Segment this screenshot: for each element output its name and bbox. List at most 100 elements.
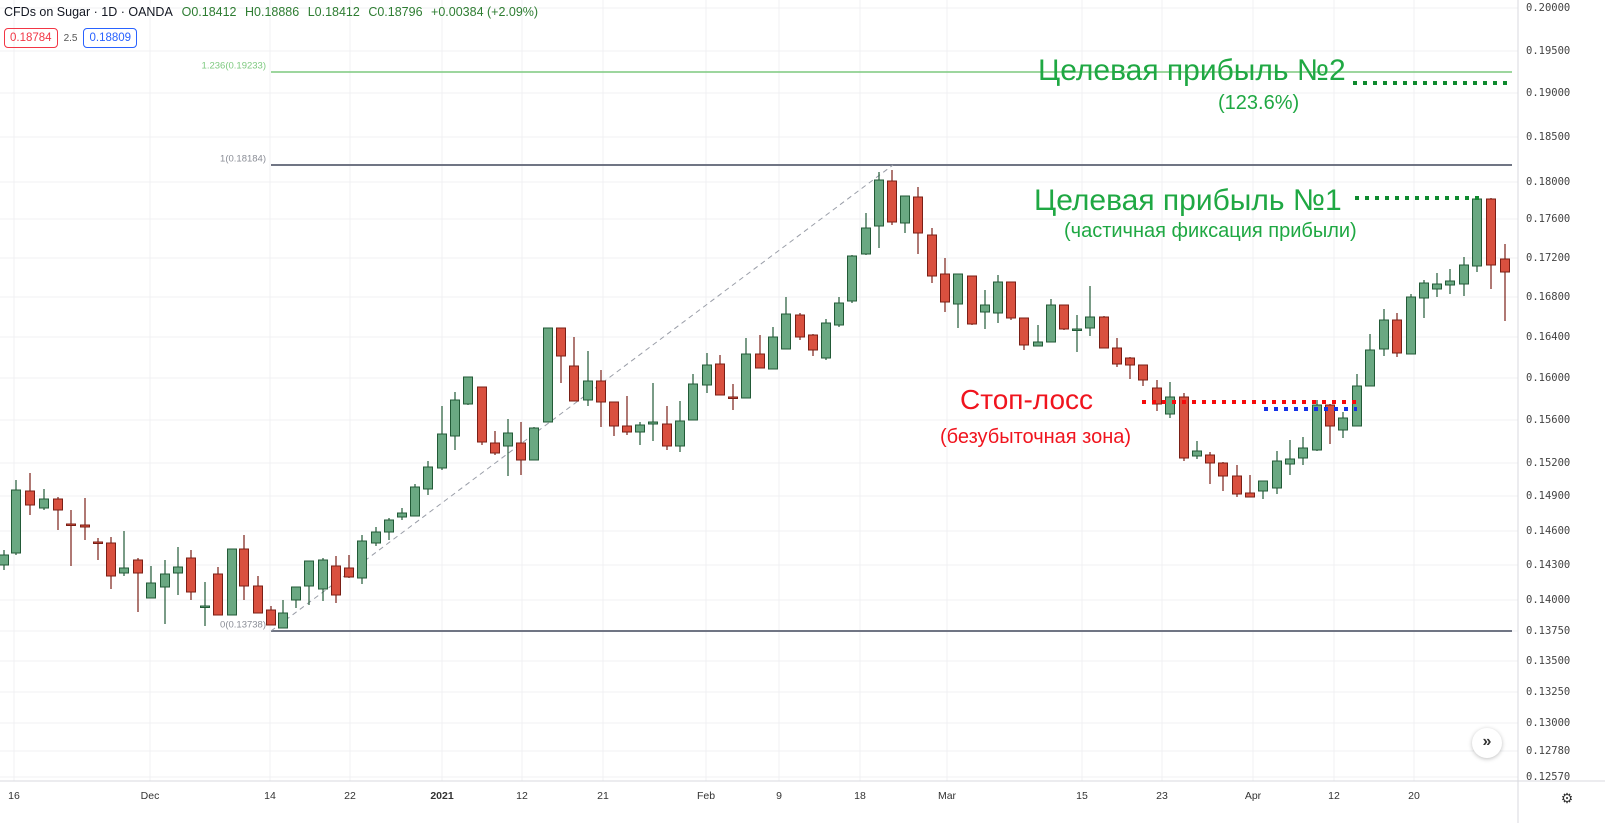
sell-price-button[interactable]: 0.18784 [4, 28, 58, 48]
candle [1285, 440, 1295, 475]
candle [1072, 315, 1082, 352]
time-tick-label: 9 [776, 790, 782, 802]
time-tick-label: Feb [696, 790, 716, 802]
time-tick-label: 12 [516, 790, 528, 802]
candle [331, 556, 341, 603]
candle [688, 374, 698, 421]
time-tick-label: 16 [8, 790, 20, 802]
candle [1258, 480, 1268, 499]
candle [940, 258, 950, 312]
symbol-title[interactable]: CFDs on Sugar · 1D · OANDA [4, 5, 173, 19]
price-tick-label: 0.14900 [1526, 490, 1571, 502]
candle [741, 338, 751, 399]
candle [1406, 294, 1416, 355]
price-tick-label: 0.18000 [1526, 176, 1571, 188]
candle [1218, 462, 1228, 491]
candle [847, 255, 857, 303]
candle [227, 548, 237, 616]
candle [1325, 404, 1335, 444]
candle [675, 401, 685, 452]
fibonacci-levels [271, 71, 1512, 632]
candle [278, 600, 288, 629]
settings-gear-icon[interactable]: ⚙ [1560, 790, 1574, 806]
candle [344, 555, 354, 578]
candle [1365, 334, 1375, 387]
candle [953, 273, 963, 328]
candle [1165, 382, 1175, 418]
candle [490, 431, 500, 455]
candle [1432, 273, 1442, 297]
candle [980, 290, 990, 329]
candle [715, 355, 725, 396]
time-tick-label: 20 [1408, 790, 1420, 802]
candle [53, 497, 63, 530]
time-tick-label: Mar [937, 790, 957, 802]
ohlc-values: O0.18412 H0.18886 L0.18412 C0.18796 +0.0… [182, 5, 543, 19]
candle [1059, 304, 1069, 330]
candle [1112, 338, 1122, 367]
candle [569, 337, 579, 402]
candle [318, 558, 328, 601]
candle [834, 297, 844, 327]
price-tick-label: 0.15600 [1526, 414, 1571, 426]
fib-label-0: 0(0.13738) [220, 619, 266, 631]
candle [1419, 280, 1429, 318]
candle [186, 550, 196, 600]
candle [1392, 313, 1402, 357]
price-tick-label: 0.12780 [1526, 745, 1571, 757]
candle [755, 335, 765, 369]
candle [503, 419, 513, 476]
fib-trend-line [270, 164, 894, 632]
high-value: H0.18886 [245, 5, 300, 19]
time-tick-label: Dec [140, 790, 160, 802]
change-value: +0.00384 (+2.09%) [431, 5, 539, 19]
candle [927, 228, 937, 283]
price-tick-label: 0.14300 [1526, 559, 1571, 571]
candle [1006, 281, 1016, 320]
candle [1046, 299, 1056, 343]
candle [1298, 437, 1308, 465]
time-tick-label: 14 [264, 790, 276, 802]
candle [437, 406, 447, 470]
candle [622, 396, 632, 435]
buy-price-button[interactable]: 0.18809 [83, 28, 138, 48]
candle [423, 461, 433, 495]
price-tick-label: 0.19000 [1526, 87, 1571, 99]
target1-label: Целевая прибыль №1 [1034, 184, 1342, 217]
price-tick-label: 0.12570 [1526, 771, 1571, 783]
chart-grid [0, 0, 1518, 781]
candle [397, 508, 407, 520]
price-tick-label: 0.13250 [1526, 686, 1571, 698]
candle [450, 392, 460, 450]
candle [993, 275, 1003, 323]
candle [808, 334, 818, 356]
target1-sublabel: (частичная фиксация прибыли) [1064, 220, 1357, 242]
candle [1379, 309, 1389, 356]
candle [25, 473, 35, 515]
candle [463, 376, 473, 405]
candle [795, 313, 805, 340]
candle [1033, 325, 1043, 347]
candle [1085, 286, 1095, 336]
time-tick-label: 12 [1328, 790, 1340, 802]
candle [304, 560, 314, 605]
candle [900, 195, 910, 233]
candle [80, 498, 90, 540]
candle [1192, 441, 1202, 459]
candle [662, 406, 672, 450]
candle [1459, 257, 1469, 296]
candle [146, 566, 156, 599]
scroll-to-realtime-button[interactable]: » [1472, 728, 1502, 758]
candle [768, 327, 778, 370]
candle [11, 480, 21, 555]
candle [887, 170, 897, 225]
time-tick-label: 23 [1156, 790, 1168, 802]
symbol-header: CFDs on Sugar · 1D · OANDA O0.18412 H0.1… [4, 5, 543, 19]
candle [0, 550, 9, 570]
candle [516, 422, 526, 475]
time-tick-label: 2021 [430, 790, 454, 802]
time-tick-label: 15 [1076, 790, 1088, 802]
price-tick-label: 0.16000 [1526, 372, 1571, 384]
stop-loss-label: Стоп-лосс [960, 384, 1094, 415]
